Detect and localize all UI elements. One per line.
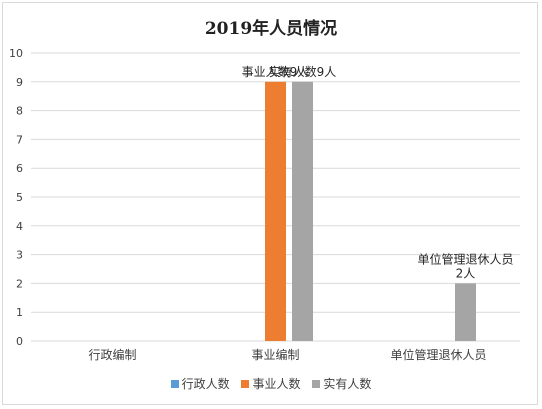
legend-swatch-actual [312, 379, 321, 388]
bar [455, 283, 476, 341]
data-label: 单位管理退休人员 2人 [417, 251, 513, 280]
legend-label-admin: 行政人数 [181, 377, 230, 391]
legend-item-admin: 行政人数 [170, 375, 230, 392]
y-tick-label: 1 [16, 306, 23, 319]
y-tick-label: 2 [16, 277, 23, 290]
data-label: 事业人数9人 [242, 64, 310, 79]
legend-label-institution: 事业人数 [252, 377, 301, 391]
y-tick-label: 3 [16, 249, 23, 262]
chart-title: 2019年人员情况 [204, 19, 338, 39]
chart-legend: 行政人数 事业人数 实有人数 [0, 375, 542, 392]
y-tick-label: 7 [16, 133, 23, 146]
y-tick-label: 8 [16, 105, 23, 118]
legend-item-actual: 实有人数 [312, 375, 371, 392]
legend-label-actual: 实有人数 [323, 377, 372, 391]
y-tick-label: 10 [9, 47, 23, 60]
bar [292, 81, 313, 342]
y-tick-label: 4 [16, 220, 23, 233]
y-tick-label: 0 [16, 335, 23, 348]
bar [265, 81, 286, 342]
y-tick-label: 9 [16, 76, 23, 89]
x-tick-label: 事业编制 [251, 347, 299, 362]
y-tick-label: 5 [16, 191, 23, 204]
data-label: 实有人数9人 [269, 64, 337, 79]
legend-swatch-admin [170, 379, 179, 388]
legend-item-institution: 事业人数 [241, 375, 301, 392]
y-tick-label: 6 [16, 162, 23, 175]
legend-swatch-institution [241, 379, 250, 388]
x-tick-label: 行政编制 [88, 347, 136, 362]
x-tick-label: 单位管理退休人员 [390, 347, 486, 362]
